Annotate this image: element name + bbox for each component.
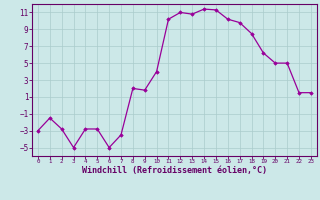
X-axis label: Windchill (Refroidissement éolien,°C): Windchill (Refroidissement éolien,°C) [82,166,267,175]
